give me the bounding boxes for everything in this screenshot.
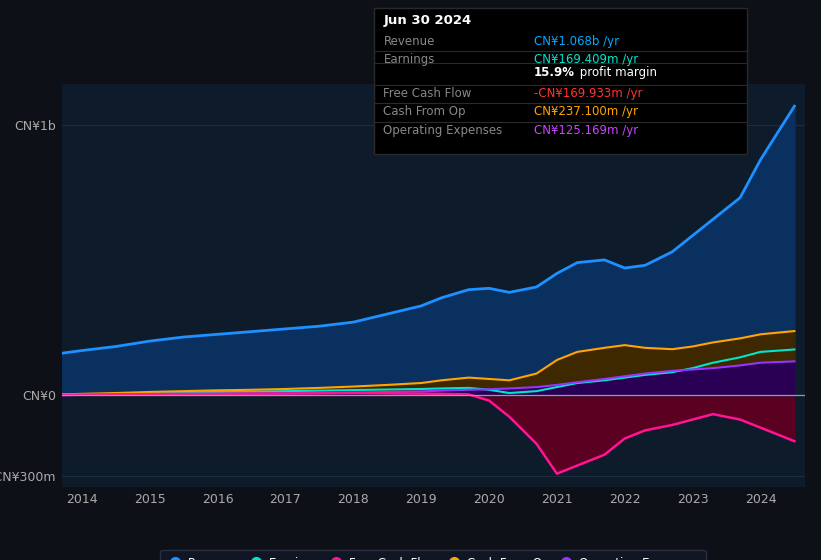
- Text: CN¥169.409m /yr: CN¥169.409m /yr: [534, 53, 638, 66]
- Text: Revenue: Revenue: [383, 35, 435, 48]
- Text: Earnings: Earnings: [383, 53, 435, 66]
- Text: Jun 30 2024: Jun 30 2024: [383, 14, 471, 27]
- Text: Free Cash Flow: Free Cash Flow: [383, 87, 472, 100]
- Text: CN¥237.100m /yr: CN¥237.100m /yr: [534, 105, 638, 118]
- Legend: Revenue, Earnings, Free Cash Flow, Cash From Op, Operating Expenses: Revenue, Earnings, Free Cash Flow, Cash …: [160, 549, 706, 560]
- Text: -CN¥169.933m /yr: -CN¥169.933m /yr: [534, 87, 642, 100]
- Text: Operating Expenses: Operating Expenses: [383, 124, 502, 137]
- Text: 15.9%: 15.9%: [534, 66, 575, 78]
- Text: CN¥125.169m /yr: CN¥125.169m /yr: [534, 124, 638, 137]
- Text: CN¥1.068b /yr: CN¥1.068b /yr: [534, 35, 619, 48]
- Text: Cash From Op: Cash From Op: [383, 105, 466, 118]
- Text: profit margin: profit margin: [576, 66, 658, 78]
